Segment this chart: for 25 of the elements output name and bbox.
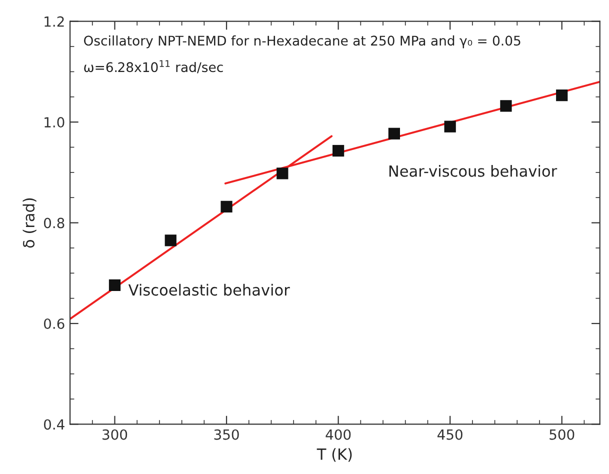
point [164, 234, 176, 246]
point [332, 144, 344, 157]
point [556, 90, 568, 102]
y-axis-title: δ (rad) [22, 198, 36, 248]
y-tick-label: 0.6 [44, 318, 64, 329]
point [500, 100, 512, 112]
x-tick-label: 350 [214, 429, 239, 440]
annotation: Oscillatory NPT-NEMD for n-Hexadecane at 250 MPa and γ₀ = 0.05 [84, 35, 520, 48]
annotation: ω=6.28x10$^{11}$ rad/sec [84, 60, 223, 74]
x-tick-label: 300 [102, 429, 128, 440]
x-tick-label: 500 [550, 429, 574, 440]
point [388, 128, 400, 140]
point [220, 200, 232, 212]
annotation: Near-viscous behavior [389, 165, 558, 177]
annotation: Viscoelastic behavior [128, 284, 290, 296]
x-tick-label: 450 [438, 429, 462, 440]
point [108, 279, 121, 292]
y-tick-label: 0.4 [44, 419, 64, 430]
point [276, 168, 288, 180]
x-axis-title: T (K) [316, 448, 352, 462]
y-tick-label: 1.0 [44, 117, 64, 128]
point [444, 120, 456, 132]
y-tick-label: 0.8 [44, 218, 64, 228]
y-tick-label: 1.2 [44, 16, 64, 27]
x-tick-label: 400 [326, 429, 351, 440]
